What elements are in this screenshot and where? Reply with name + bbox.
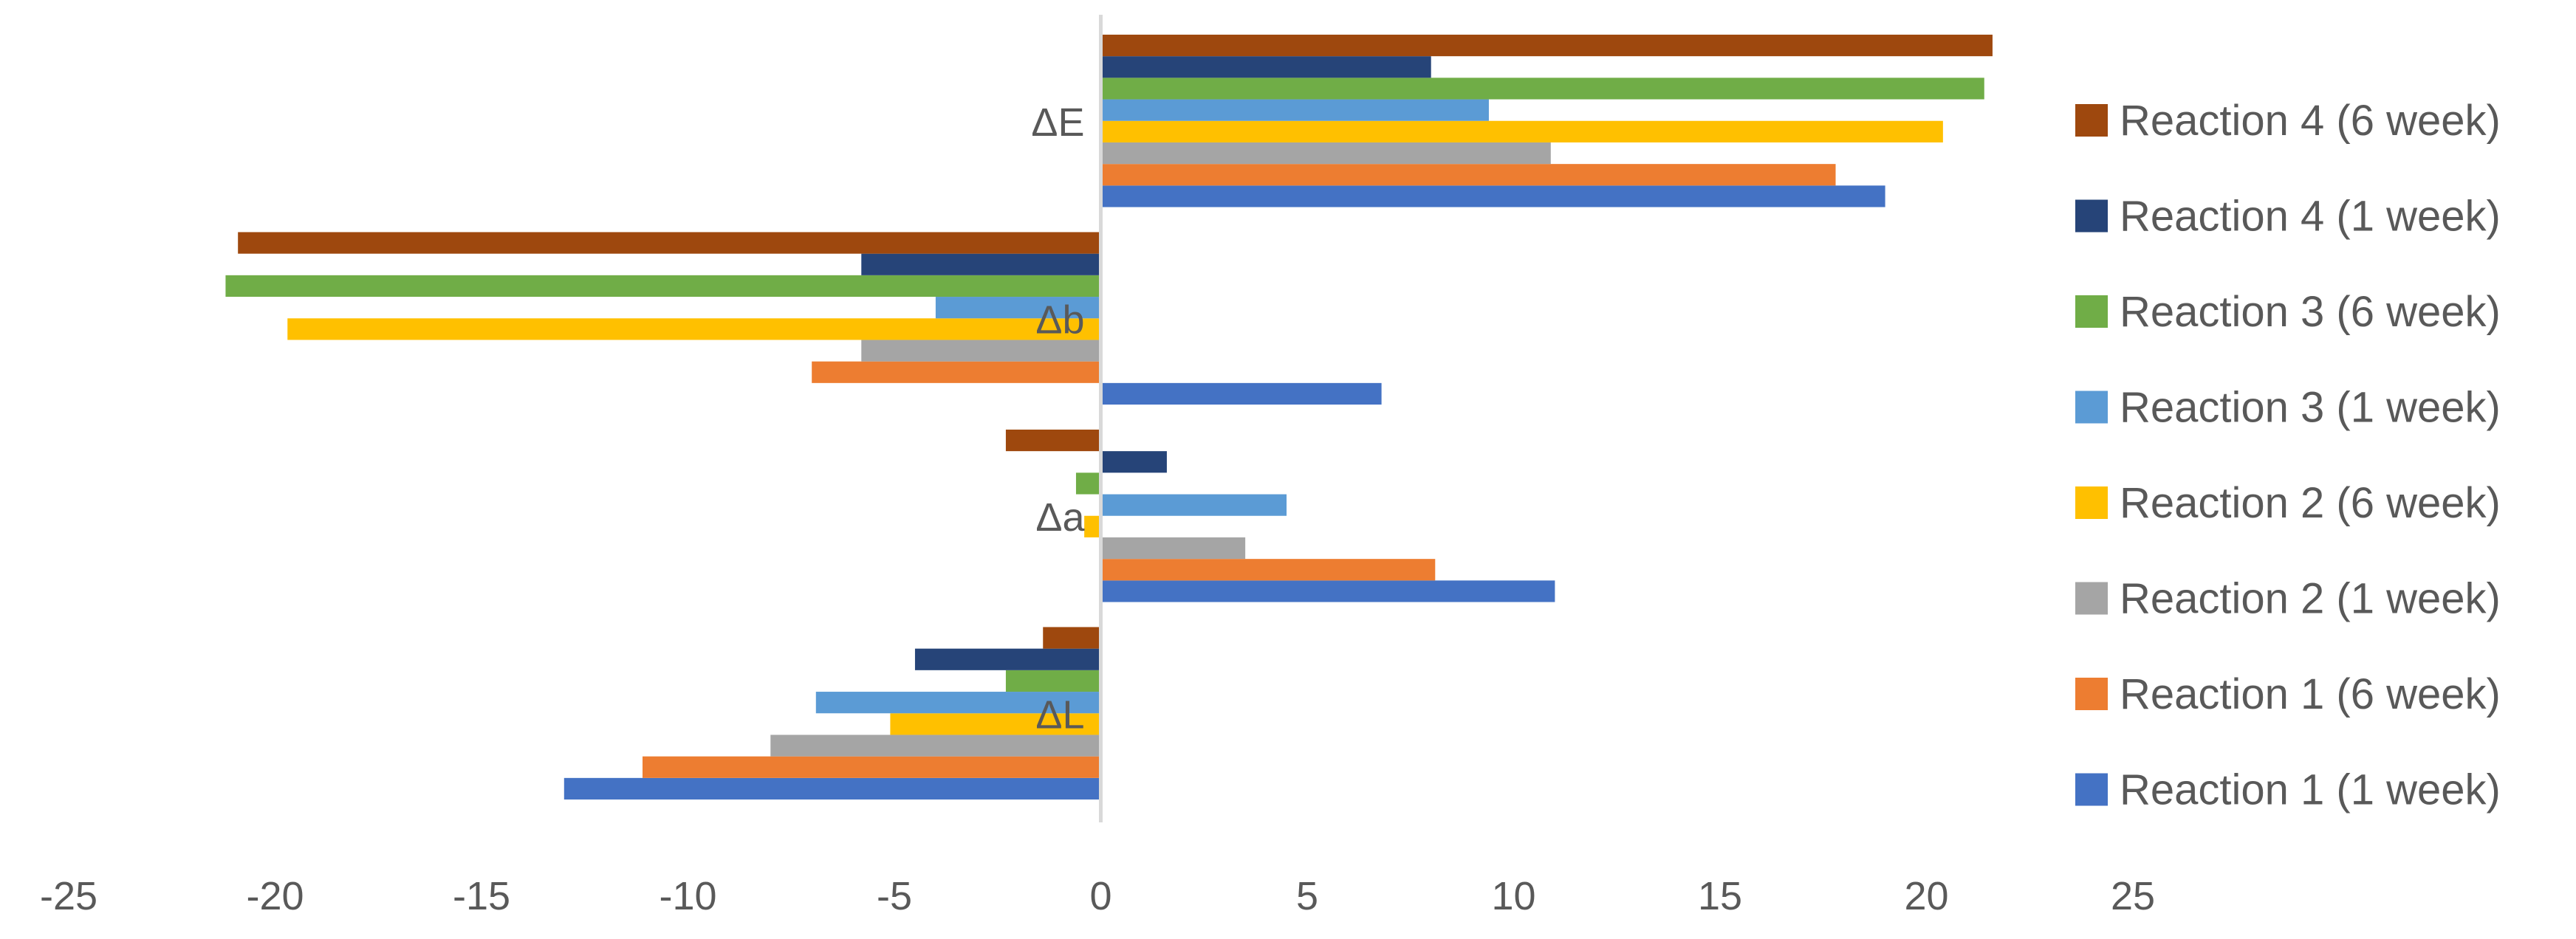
bar-Δb-series-3	[861, 340, 1101, 362]
legend-label: Reaction 2 (1 week)	[2120, 575, 2501, 623]
x-tick-label: 5	[1296, 874, 1318, 918]
category-label: Δa	[1035, 495, 1085, 540]
bar-ΔE-series-6	[1100, 78, 1984, 100]
bar-ΔL-series-2	[643, 756, 1101, 778]
category-labels: ΔL Δa Δb ΔE	[1031, 100, 1085, 737]
legend-label: Reaction 3 (1 week)	[2120, 384, 2501, 432]
bar-Δa-series-8	[1005, 429, 1101, 452]
bar-ΔL-series-1	[564, 777, 1101, 800]
bar-Δb-series-4	[287, 318, 1101, 340]
x-axis-ticks: -25 -20 -15 -10 -5 0 5 10 15 20 25	[40, 874, 2155, 918]
bars-layer	[225, 34, 1993, 800]
bar-ΔL-series-8	[1043, 627, 1101, 649]
legend-label: Reaction 1 (6 week)	[2120, 670, 2501, 718]
x-tick-label: -10	[659, 874, 716, 918]
x-tick-label: -20	[246, 874, 304, 918]
x-tick-label: -15	[453, 874, 510, 918]
legend-label: Reaction 4 (1 week)	[2120, 193, 2501, 241]
bar-ΔL-series-5	[815, 692, 1101, 714]
legend-label: Reaction 4 (6 week)	[2120, 97, 2501, 145]
legend-swatch	[2075, 295, 2108, 328]
legend-swatch	[2075, 773, 2108, 806]
x-tick-label: 0	[1089, 874, 1111, 918]
category-label: Δb	[1035, 297, 1084, 342]
category-label: ΔE	[1031, 100, 1084, 145]
x-tick-label: -25	[40, 874, 97, 918]
bar-Δb-series-1	[1100, 382, 1382, 405]
bar-Δb-series-7	[861, 253, 1101, 275]
bar-Δa-series-6	[1075, 472, 1101, 495]
x-tick-label: 20	[1904, 874, 1948, 918]
legend-swatch	[2075, 486, 2108, 519]
bar-Δb-series-2	[812, 361, 1101, 383]
legend: Reaction 4 (6 week) Reaction 4 (1 week) Re…	[2075, 97, 2501, 814]
legend-swatch	[2075, 678, 2108, 710]
category-label: ΔL	[1035, 692, 1084, 737]
bar-Δa-series-7	[1100, 451, 1167, 473]
bar-ΔL-series-6	[1005, 670, 1101, 692]
legend-label: Reaction 2 (6 week)	[2120, 479, 2501, 527]
bar-Δa-series-4	[1084, 515, 1101, 537]
bar-ΔE-series-1	[1100, 185, 1885, 207]
x-tick-label: 15	[1698, 874, 1742, 918]
bar-Δa-series-2	[1100, 559, 1436, 581]
bar-Δb-series-6	[225, 275, 1101, 297]
x-tick-label: 10	[1491, 874, 1535, 918]
bar-Δa-series-5	[1100, 494, 1287, 516]
legend-label: Reaction 1 (1 week)	[2120, 766, 2501, 814]
bar-Δb-series-5	[935, 297, 1101, 319]
x-tick-label: 25	[2111, 874, 2155, 918]
legend-swatch	[2075, 391, 2108, 424]
legend-swatch	[2075, 104, 2108, 137]
bar-Δa-series-3	[1100, 537, 1246, 560]
bar-ΔE-series-4	[1100, 120, 1943, 142]
x-tick-label: -5	[877, 874, 912, 918]
legend-label: Reaction 3 (6 week)	[2120, 288, 2501, 336]
bar-ΔL-series-4	[890, 713, 1101, 735]
bar-ΔE-series-8	[1100, 34, 1993, 57]
bar-ΔE-series-5	[1100, 99, 1489, 121]
bar-ΔL-series-7	[914, 648, 1101, 670]
legend-swatch	[2075, 199, 2108, 233]
legend-swatch	[2075, 582, 2108, 615]
bar-ΔE-series-7	[1100, 56, 1431, 78]
bar-ΔE-series-2	[1100, 164, 1836, 186]
bar-ΔL-series-3	[770, 735, 1101, 757]
bar-ΔE-series-3	[1100, 142, 1551, 165]
bar-Δb-series-8	[238, 232, 1101, 254]
bar-Δa-series-1	[1100, 580, 1555, 602]
